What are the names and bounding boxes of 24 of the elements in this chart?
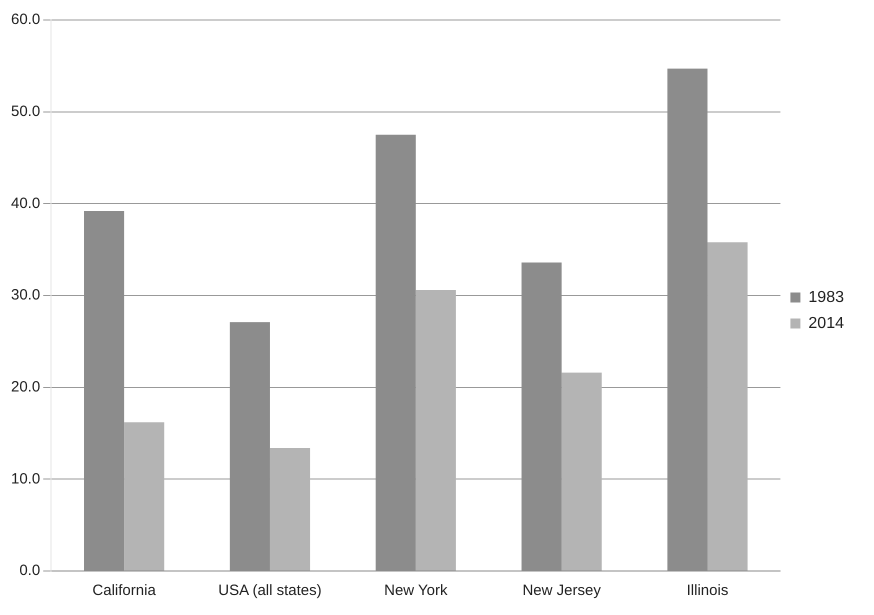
bar <box>84 211 124 570</box>
x-tick-label: Illinois <box>686 582 728 600</box>
y-tick-label: 10.0 <box>10 470 40 488</box>
y-tick-label: 20.0 <box>10 378 40 396</box>
x-tick-label: USA (all states) <box>218 582 322 600</box>
y-tick-label: 30.0 <box>10 286 40 304</box>
bar <box>124 422 164 570</box>
y-tick-label: 60.0 <box>10 11 40 28</box>
bar <box>230 322 270 570</box>
legend-label: 1983 <box>808 288 844 306</box>
y-tick-label: 0.0 <box>19 562 40 580</box>
bar <box>416 290 456 570</box>
bar <box>562 372 602 570</box>
bar <box>270 448 310 570</box>
y-tick-label: 40.0 <box>10 194 40 212</box>
legend-label: 2014 <box>808 314 844 332</box>
bar <box>522 262 562 570</box>
x-tick-label: New York <box>384 582 448 600</box>
x-tick-label: California <box>92 582 156 600</box>
bar <box>376 134 416 570</box>
x-tick-label: New Jersey <box>522 582 602 600</box>
bar <box>667 68 708 570</box>
y-tick-label: 50.0 <box>10 102 40 120</box>
bar <box>707 242 748 570</box>
